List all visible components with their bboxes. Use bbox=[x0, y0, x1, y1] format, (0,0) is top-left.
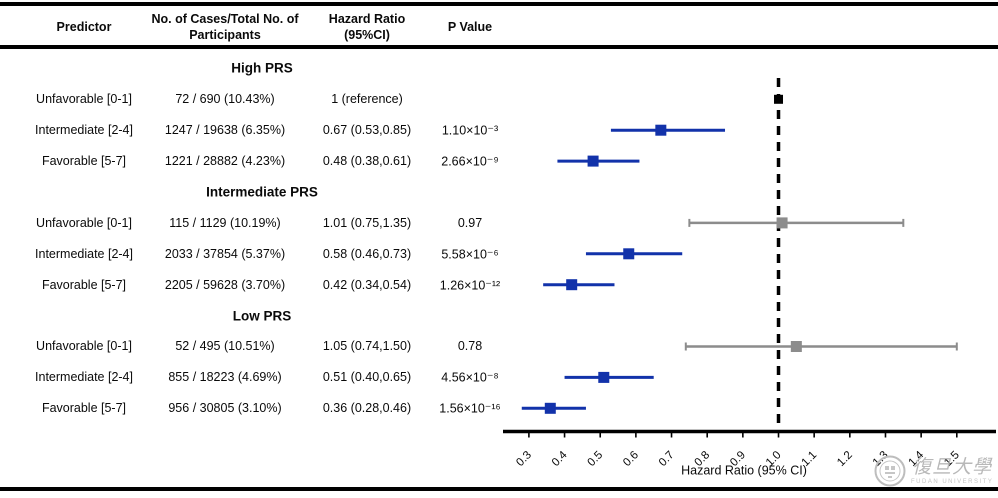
cases-cell: 1247 / 19638 (6.35%) bbox=[164, 123, 286, 138]
section-title-row: High PRS bbox=[0, 53, 520, 84]
predictor-cell: Favorable [5-7] bbox=[41, 154, 127, 169]
fudan-seal-icon bbox=[874, 455, 906, 487]
header-divider-rule bbox=[0, 45, 998, 49]
point-estimate-marker bbox=[544, 402, 556, 414]
cases-cell: 956 / 30805 (3.10%) bbox=[168, 401, 282, 416]
predictor-cell: Unfavorable [0-1] bbox=[36, 92, 132, 107]
cases-cell: 115 / 1129 (10.19%) bbox=[169, 215, 281, 230]
hazard-ratio-cell: 0.48 (0.38,0.61) bbox=[322, 154, 412, 169]
table-row: Intermediate [2-4] 2033 / 37854 (5.37%) 0.… bbox=[0, 238, 520, 269]
header-predictor: Predictor bbox=[56, 20, 112, 34]
ci-row bbox=[610, 124, 726, 136]
hazard-ratio-cell: 0.42 (0.34,0.54) bbox=[322, 277, 412, 292]
fudan-watermark: 復旦大學 FUDAN UNIVERSITY bbox=[874, 448, 996, 494]
watermark-university-name: 復旦大學 bbox=[912, 455, 993, 478]
p-value-cell: 2.66×10⁻⁹ bbox=[441, 154, 499, 169]
table-row: Favorable [5-7] 2205 / 59628 (3.70%) 0.42 … bbox=[0, 269, 520, 300]
hazard-ratio-cell: 1 (reference) bbox=[331, 92, 403, 107]
x-axis-tick-label: 0.6 bbox=[621, 449, 641, 469]
x-axis-tick-label: 0.4 bbox=[550, 449, 570, 469]
x-axis-tick-label: 1.2 bbox=[835, 449, 855, 469]
p-value-cell: 4.56×10⁻⁸ bbox=[441, 370, 499, 385]
point-estimate-marker bbox=[566, 279, 578, 291]
section-title: Low PRS bbox=[232, 308, 292, 324]
ci-row bbox=[585, 248, 683, 260]
ci-row bbox=[564, 371, 654, 383]
x-axis-label: Hazard Ratio (95% CI) bbox=[681, 464, 807, 478]
ci-row bbox=[521, 402, 586, 414]
hazard-ratio-cell: 1.05 (0.74,1.50) bbox=[322, 339, 412, 354]
point-estimate-marker bbox=[655, 124, 667, 136]
ci-row bbox=[557, 155, 640, 167]
point-estimate-marker bbox=[776, 217, 788, 229]
hazard-ratio-cell: 0.36 (0.28,0.46) bbox=[322, 401, 412, 416]
hazard-ratio-cell: 0.58 (0.46,0.73) bbox=[322, 246, 412, 261]
point-estimate-marker bbox=[623, 248, 635, 260]
predictor-cell: Unfavorable [0-1] bbox=[36, 339, 132, 354]
header-cases: No. of Cases/Total No. of Participants bbox=[151, 12, 299, 43]
predictor-cell: Intermediate [2-4] bbox=[35, 370, 133, 385]
section-title-row: Intermediate PRS bbox=[0, 177, 520, 208]
header-p-value: P Value bbox=[447, 20, 493, 34]
cases-cell: 52 / 495 (10.51%) bbox=[175, 339, 275, 354]
p-value-cell: 1.10×10⁻³ bbox=[441, 123, 499, 138]
ci-row bbox=[688, 217, 905, 229]
predictor-cell: Favorable [5-7] bbox=[41, 401, 127, 416]
hazard-ratio-cell: 0.51 (0.40,0.65) bbox=[322, 370, 412, 385]
predictor-cell: Favorable [5-7] bbox=[41, 277, 127, 292]
x-axis-tick-label: 0.3 bbox=[514, 449, 534, 469]
p-value-cell: 0.97 bbox=[457, 215, 483, 230]
point-estimate-marker bbox=[790, 341, 802, 352]
p-value-cell: 1.26×10⁻¹² bbox=[439, 278, 501, 293]
predictor-cell: Unfavorable [0-1] bbox=[36, 215, 132, 230]
x-axis-tick-label: 0.7 bbox=[657, 449, 677, 469]
reference-marker bbox=[774, 94, 784, 104]
p-value-cell: 1.56×10⁻¹⁶ bbox=[439, 401, 501, 416]
section-title-row: Low PRS bbox=[0, 300, 520, 331]
section-title: High PRS bbox=[231, 60, 293, 76]
predictor-cell: Intermediate [2-4] bbox=[35, 246, 133, 261]
p-value-cell: 5.58×10⁻⁶ bbox=[441, 247, 499, 262]
ci-row bbox=[684, 341, 958, 352]
table-row: Intermediate [2-4] 1247 / 19638 (6.35%) 0.… bbox=[0, 115, 520, 146]
header-hazard-ratio: Hazard Ratio (95%CI) bbox=[328, 12, 406, 43]
hazard-ratio-cell: 1.01 (0.75,1.35) bbox=[322, 215, 412, 230]
table-row: Unfavorable [0-1] 115 / 1129 (10.19%) 1.01… bbox=[0, 207, 520, 238]
table-row: Favorable [5-7] 956 / 30805 (3.10%) 0.36 (… bbox=[0, 393, 520, 424]
table-body: High PRS Unfavorable [0-1] 72 / 690 (10.43… bbox=[0, 53, 520, 424]
cases-cell: 855 / 18223 (4.69%) bbox=[168, 370, 282, 385]
table-row: Favorable [5-7] 1221 / 28882 (4.23%) 0.48 … bbox=[0, 146, 520, 177]
point-estimate-marker bbox=[598, 371, 610, 383]
table-row: Intermediate [2-4] 855 / 18223 (4.69%) 0.5… bbox=[0, 362, 520, 393]
watermark-university-name-en: FUDAN UNIVERSITY bbox=[911, 478, 994, 485]
p-value-cell: 0.78 bbox=[457, 339, 483, 354]
cases-cell: 2205 / 59628 (3.70%) bbox=[164, 277, 286, 292]
top-border-rule bbox=[0, 2, 998, 6]
ci-row bbox=[543, 279, 615, 291]
x-axis-tick-label: 0.5 bbox=[586, 449, 606, 469]
predictor-cell: Intermediate [2-4] bbox=[35, 123, 133, 138]
cases-cell: 1221 / 28882 (4.23%) bbox=[164, 154, 286, 169]
section-title: Intermediate PRS bbox=[206, 184, 318, 200]
table-row: Unfavorable [0-1] 72 / 690 (10.43%) 1 (ref… bbox=[0, 84, 520, 115]
hazard-ratio-cell: 0.67 (0.53,0.85) bbox=[322, 123, 412, 138]
table-row: Unfavorable [0-1] 52 / 495 (10.51%) 1.05 (… bbox=[0, 331, 520, 362]
point-estimate-marker bbox=[587, 155, 599, 167]
cases-cell: 72 / 690 (10.43%) bbox=[175, 92, 275, 107]
bottom-border-rule bbox=[0, 487, 998, 491]
cases-cell: 2033 / 37854 (5.37%) bbox=[164, 246, 286, 261]
